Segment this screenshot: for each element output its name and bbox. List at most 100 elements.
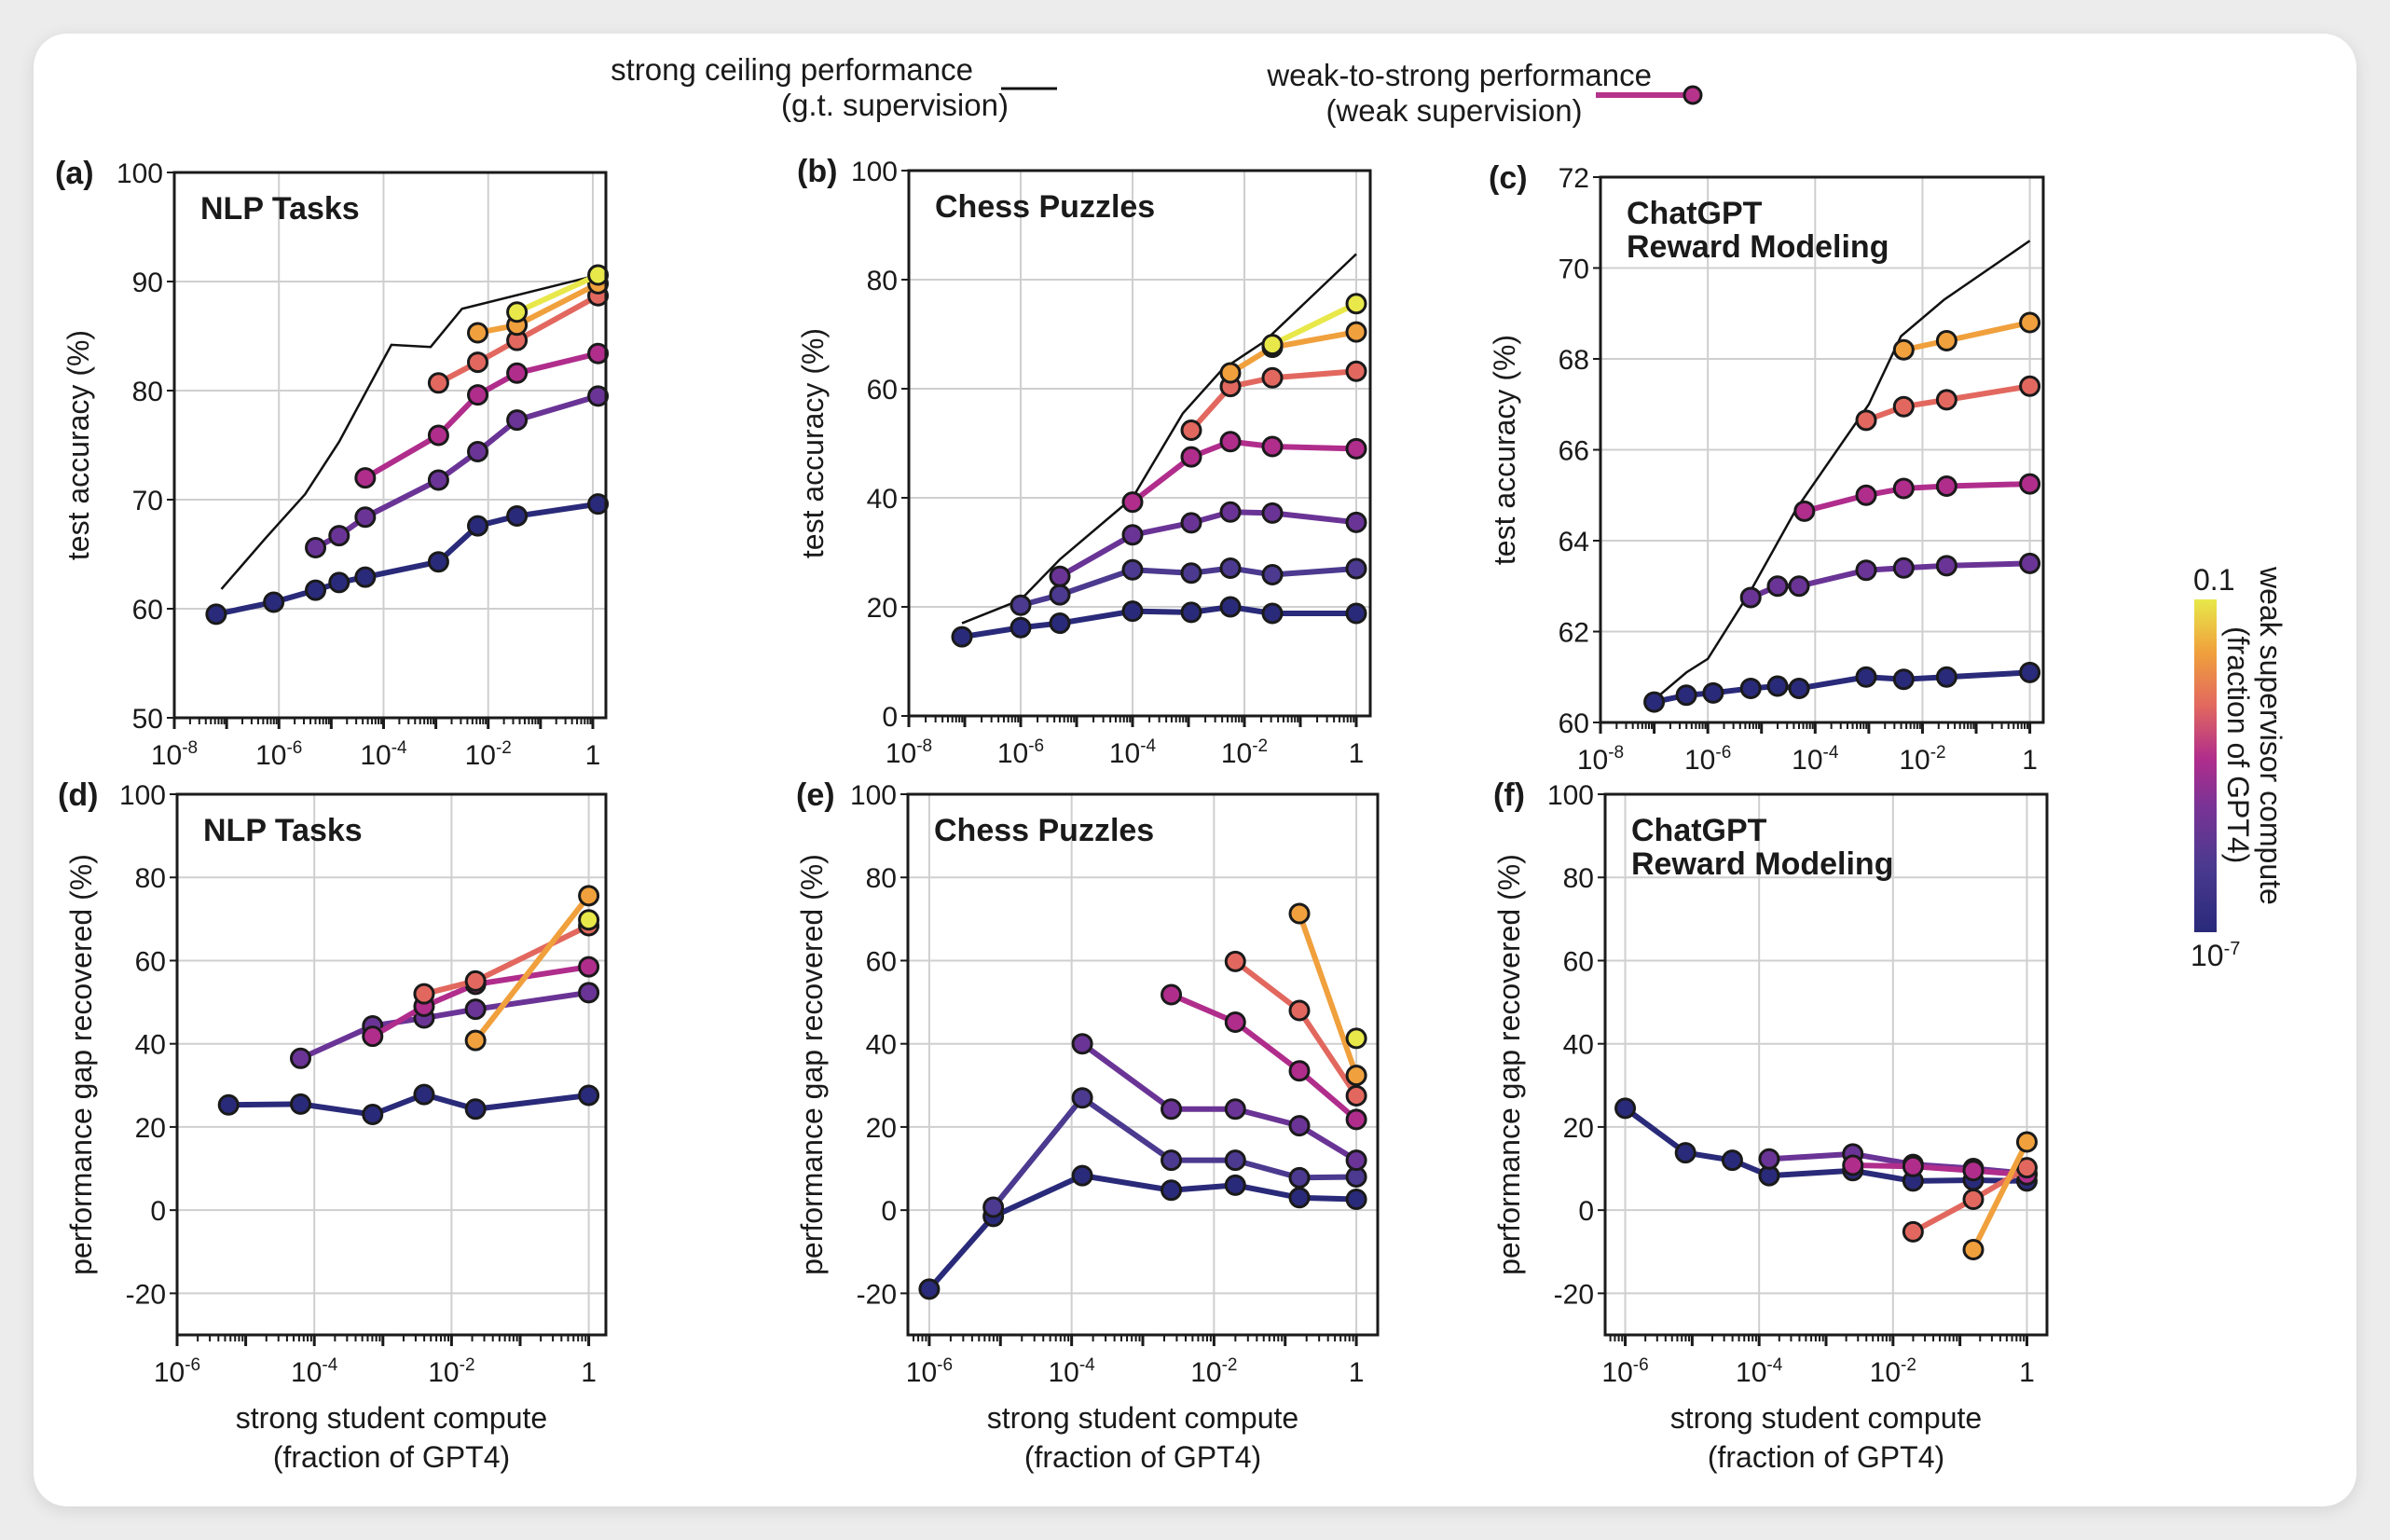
data-point — [1219, 501, 1242, 523]
data-point — [918, 1278, 941, 1300]
series-supervisor-1e-7 — [1643, 661, 2041, 713]
data-point — [1345, 321, 1367, 343]
y-tick-label: 20 — [867, 593, 898, 624]
data-point — [1224, 1011, 1246, 1033]
data-point — [2019, 375, 2041, 397]
panel-a: 50 60 70 80 90 100 10-8 10-6 10-4 10-2 1 NLP Tasks (… — [55, 156, 610, 771]
series-supervisor-~1e-3 — [1180, 360, 1367, 441]
data-point — [1892, 395, 1915, 418]
y-tick-label: 100 — [851, 157, 898, 187]
y-tick-label: 20 — [135, 1113, 166, 1144]
series-line — [1852, 1162, 2027, 1178]
y-tick-label: 60 — [866, 946, 897, 977]
y-tick-label: 62 — [1559, 618, 1589, 649]
series-supervisor-~1e-5 — [1071, 1033, 1367, 1172]
data-point — [1935, 330, 1957, 351]
series-supervisor-~1e-5 — [1049, 501, 1367, 587]
y-tick-label: 40 — [867, 484, 898, 515]
data-point — [587, 264, 610, 286]
y-axis-label: performance gap recovered (%) — [795, 854, 829, 1275]
series-supervisor-0.1 — [1345, 1027, 1367, 1050]
data-point — [1288, 999, 1311, 1022]
series-supervisor-~1e-4 — [1121, 431, 1367, 514]
x-tick-label: 10-8 — [886, 736, 932, 769]
data-point — [305, 536, 327, 558]
x-axis-label-line2: (fraction of GPT4) — [1024, 1440, 1261, 1474]
x-axis-label-line1: strong student compute — [1670, 1401, 1982, 1435]
colorbar-label-line2: (fraction of GPT4) — [2221, 626, 2255, 863]
data-point — [1219, 557, 1242, 579]
panel-title: Reward Modeling — [1631, 846, 1893, 882]
plot-frame — [906, 792, 1380, 1337]
data-point — [1049, 565, 1071, 587]
series-line — [1080, 1041, 1358, 1163]
legend-ceiling-label-line2: (g.t. supervision) — [781, 88, 1009, 122]
data-point — [427, 424, 449, 447]
y-tick-label: 64 — [1559, 527, 1589, 557]
y-tick-label: 60 — [1563, 946, 1594, 977]
panel-tag: (e) — [796, 777, 835, 813]
legend-w2s-label-line2: (weak supervision) — [1325, 93, 1582, 128]
data-point — [1614, 1097, 1637, 1120]
data-point — [1288, 1060, 1311, 1082]
series-supervisor-~1e-3 — [1855, 375, 2041, 432]
data-point — [1224, 1098, 1246, 1121]
data-point — [362, 1104, 384, 1126]
data-point — [1345, 1189, 1367, 1211]
data-point — [413, 1083, 435, 1106]
panel-tag: (d) — [58, 777, 98, 813]
y-tick-label: 80 — [135, 863, 166, 894]
data-point — [2019, 661, 2041, 683]
data-point — [578, 885, 600, 907]
data-point — [1345, 360, 1367, 382]
y-axis-label: performance gap recovered (%) — [1492, 854, 1526, 1275]
data-point — [467, 351, 489, 374]
data-point — [1345, 1149, 1367, 1172]
data-point — [1345, 602, 1367, 625]
data-point — [263, 591, 285, 613]
y-tick-label: 100 — [117, 158, 163, 189]
data-point — [1049, 584, 1071, 606]
legend-w2s-label-line1: weak-to-strong performance — [1266, 58, 1652, 92]
x-tick-label: 1 — [585, 740, 601, 771]
data-point — [1345, 1108, 1367, 1131]
series-line — [1271, 301, 1358, 348]
colorbar-bottom-exp: -7 — [2224, 939, 2241, 959]
series-supervisor-~1e-2 — [1288, 902, 1367, 1087]
strong-ceiling-line — [220, 273, 598, 590]
series-supervisor-~1e-5 — [1739, 552, 2041, 609]
y-tick-label: 60 — [867, 375, 898, 406]
data-point — [1071, 1087, 1093, 1109]
data-point — [1261, 563, 1284, 585]
data-point — [587, 342, 610, 364]
data-point — [1962, 1189, 1985, 1211]
series-line — [299, 989, 590, 1062]
x-tick-label: 10-6 — [1601, 1355, 1648, 1388]
data-point — [587, 493, 610, 516]
data-point — [467, 322, 489, 344]
colorbar: 0.1 10-7 weak supervisor compute (fracti… — [2191, 563, 2287, 972]
data-point — [305, 579, 327, 601]
data-point — [1766, 575, 1789, 598]
data-point — [1788, 575, 1810, 598]
data-point — [1892, 338, 1915, 361]
x-tick-label: 10-4 — [1048, 1355, 1095, 1388]
data-point — [1855, 409, 1877, 432]
data-point — [467, 384, 489, 406]
data-point — [1962, 1239, 1985, 1261]
y-tick-label: -20 — [126, 1279, 166, 1310]
data-point — [289, 1093, 311, 1115]
y-tick-label: 60 — [1559, 708, 1589, 739]
panel-e: -20 0 20 40 60 80 100 10-6 10-4 10-2 1 Chess Puzzle… — [795, 777, 1380, 1474]
y-tick-label: 100 — [119, 780, 166, 811]
y-tick-label: 0 — [882, 702, 898, 733]
x-tick-label: 10-2 — [428, 1355, 474, 1388]
data-point — [464, 998, 487, 1021]
data-point — [328, 525, 350, 547]
series-supervisor-~1e-4 — [1842, 1154, 2038, 1186]
data-point — [2015, 1131, 2038, 1153]
data-point — [1071, 1033, 1093, 1055]
data-point — [1288, 1115, 1311, 1137]
panel-d: -20 0 20 40 60 80 100 10-6 10-4 10-2 1 NLP Tasks (d)… — [58, 777, 608, 1474]
legend-w2s-swatch-marker — [1683, 85, 1703, 105]
